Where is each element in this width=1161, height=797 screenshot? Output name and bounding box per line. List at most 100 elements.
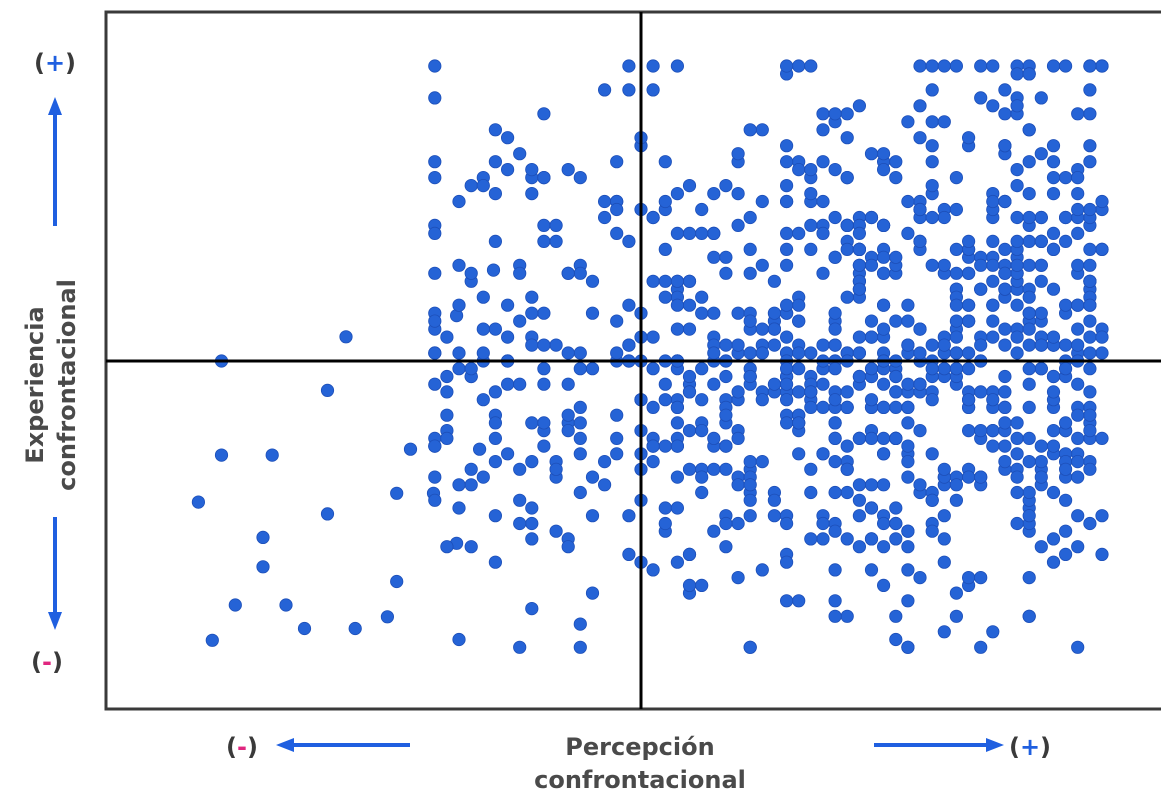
data-point bbox=[779, 594, 794, 608]
data-point bbox=[1010, 67, 1024, 81]
data-point bbox=[1095, 59, 1109, 73]
data-point bbox=[1046, 139, 1061, 153]
data-point bbox=[840, 400, 854, 414]
data-point bbox=[1034, 234, 1048, 248]
data-point bbox=[828, 454, 842, 469]
data-point bbox=[925, 362, 939, 376]
data-point bbox=[1059, 298, 1073, 312]
data-point bbox=[937, 625, 951, 639]
data-point bbox=[913, 202, 927, 217]
data-point bbox=[840, 439, 854, 453]
data-point bbox=[901, 314, 915, 328]
data-point bbox=[670, 322, 685, 336]
data-point bbox=[440, 431, 454, 445]
data-point bbox=[876, 218, 891, 232]
data-point bbox=[925, 115, 939, 129]
data-point bbox=[440, 369, 454, 384]
data-point bbox=[1022, 509, 1036, 523]
data-point bbox=[561, 423, 575, 438]
data-point bbox=[573, 485, 587, 500]
data-point bbox=[816, 155, 830, 169]
data-point bbox=[719, 369, 733, 384]
data-point bbox=[1022, 400, 1036, 414]
data-point bbox=[476, 346, 490, 360]
data-point bbox=[925, 59, 939, 73]
data-point bbox=[961, 314, 976, 328]
data-point bbox=[348, 621, 362, 636]
data-point bbox=[961, 298, 976, 312]
data-point bbox=[573, 640, 587, 654]
data-point bbox=[937, 509, 951, 523]
data-point bbox=[561, 377, 575, 391]
data-point bbox=[840, 171, 854, 185]
data-point bbox=[525, 306, 539, 320]
data-point bbox=[707, 431, 721, 445]
data-point bbox=[925, 210, 939, 225]
data-point bbox=[597, 210, 612, 225]
data-point bbox=[513, 314, 527, 328]
data-point bbox=[743, 123, 757, 137]
data-point bbox=[1010, 346, 1024, 360]
data-point bbox=[816, 194, 830, 209]
data-point bbox=[525, 501, 539, 515]
data-point bbox=[864, 314, 879, 328]
data-point bbox=[986, 258, 1000, 272]
data-point bbox=[1010, 470, 1024, 484]
data-point bbox=[986, 330, 1000, 344]
data-point bbox=[961, 346, 976, 360]
data-point bbox=[986, 423, 1000, 438]
data-point bbox=[452, 501, 466, 515]
data-point bbox=[646, 210, 660, 225]
data-point bbox=[561, 346, 575, 360]
data-point bbox=[549, 338, 563, 352]
data-point bbox=[876, 250, 891, 264]
data-point bbox=[428, 266, 442, 280]
data-point bbox=[1046, 532, 1061, 546]
data-point bbox=[1034, 258, 1048, 272]
data-point bbox=[537, 171, 551, 185]
data-point bbox=[925, 139, 939, 153]
data-point bbox=[707, 377, 721, 391]
data-point bbox=[1071, 431, 1085, 445]
data-point bbox=[864, 147, 879, 161]
data-point bbox=[852, 330, 867, 344]
data-point bbox=[537, 306, 551, 320]
data-point bbox=[986, 298, 1000, 312]
data-point bbox=[695, 362, 709, 376]
data-point bbox=[864, 563, 879, 577]
data-point bbox=[707, 346, 721, 360]
data-point bbox=[622, 509, 636, 523]
data-point bbox=[1046, 330, 1061, 344]
data-point bbox=[876, 377, 891, 391]
data-point bbox=[1010, 210, 1024, 225]
data-point bbox=[876, 147, 891, 161]
data-point bbox=[549, 218, 563, 232]
data-point bbox=[804, 385, 818, 399]
data-point bbox=[1083, 59, 1097, 73]
data-point bbox=[889, 385, 903, 399]
data-point bbox=[779, 416, 794, 430]
data-point bbox=[670, 298, 685, 312]
data-point bbox=[913, 377, 927, 391]
data-point bbox=[998, 322, 1012, 336]
data-point bbox=[986, 234, 1000, 248]
data-point bbox=[719, 439, 733, 453]
data-point bbox=[1010, 298, 1024, 312]
data-point bbox=[779, 258, 794, 272]
data-point bbox=[901, 338, 915, 352]
data-point bbox=[452, 298, 466, 312]
data-point bbox=[816, 338, 830, 352]
data-point bbox=[876, 266, 891, 280]
data-point bbox=[1022, 290, 1036, 304]
data-point bbox=[828, 485, 842, 500]
data-point bbox=[755, 454, 769, 469]
data-point bbox=[828, 322, 842, 336]
data-point bbox=[913, 346, 927, 360]
data-point bbox=[840, 107, 854, 121]
data-point bbox=[767, 377, 782, 391]
data-point bbox=[1059, 338, 1073, 352]
data-point bbox=[864, 330, 879, 344]
data-point bbox=[320, 383, 335, 397]
data-point bbox=[743, 640, 757, 654]
data-point bbox=[646, 400, 660, 414]
